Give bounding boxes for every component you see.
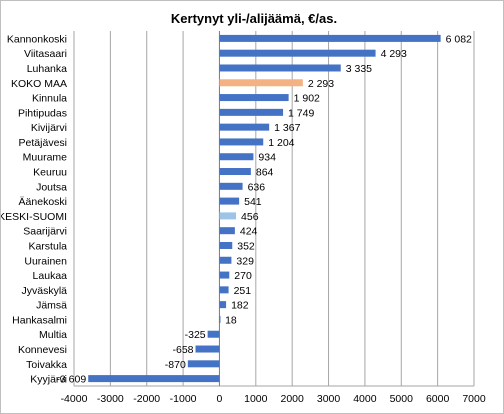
bar xyxy=(195,345,220,353)
value-label: 182 xyxy=(231,300,249,312)
bar xyxy=(219,315,221,323)
bar xyxy=(219,241,233,249)
category-labels: Kannonkoski Viitasaari Luhanka KOKO MAA Kinn… xyxy=(1,33,67,385)
value-label: 1 367 xyxy=(274,122,300,134)
category-label: Muurame xyxy=(23,152,68,164)
value-label: 1 749 xyxy=(288,107,314,119)
chart-title: Kertynyt yli-/alijäämä, €/as. xyxy=(171,11,337,26)
bar xyxy=(219,212,237,220)
bar xyxy=(219,271,230,279)
value-label: 2 293 xyxy=(308,78,334,90)
category-label: Kannonkoski xyxy=(7,33,67,45)
category-label: Jämsä xyxy=(36,300,67,312)
bar xyxy=(219,138,264,146)
bar xyxy=(219,301,227,309)
category-label: Kivijärvi xyxy=(31,122,67,134)
bar xyxy=(219,182,243,190)
x-tick-label: 1000 xyxy=(244,393,268,405)
x-tick-label: 2000 xyxy=(281,393,305,405)
value-labels: 6 082 4 293 3 335 2 293 1 902 1 749 1 367 1 204… xyxy=(56,33,472,385)
value-label: 251 xyxy=(234,285,252,297)
gridlines xyxy=(73,31,475,387)
category-label: Petäjävesi xyxy=(19,137,67,149)
x-tick-label: -2000 xyxy=(133,393,160,405)
bar xyxy=(88,375,220,383)
category-label: Uurainen xyxy=(24,255,67,267)
bar xyxy=(187,360,220,368)
x-axis-ticks: -4000 -3000 -2000 -1000 0 1000 2000 3000 4000 500… xyxy=(61,393,486,405)
value-label: -325 xyxy=(185,329,206,341)
x-tick-label: 6000 xyxy=(426,393,450,405)
value-label: 424 xyxy=(240,226,258,238)
value-label: 4 293 xyxy=(381,48,407,60)
bar xyxy=(219,123,270,131)
category-label: Konnevesi xyxy=(18,344,67,356)
category-label: Toivakka xyxy=(26,359,67,371)
bar xyxy=(219,34,441,42)
bar xyxy=(219,168,251,176)
value-label: 3 335 xyxy=(346,63,372,75)
x-tick-label: 3000 xyxy=(317,393,341,405)
category-label: Luhanka xyxy=(27,63,67,75)
value-label: 456 xyxy=(241,211,259,223)
category-label: Äänekoski xyxy=(19,196,67,208)
bar xyxy=(219,64,341,72)
value-label: 18 xyxy=(225,314,237,326)
bar xyxy=(219,227,235,235)
value-label: 636 xyxy=(248,181,266,193)
x-tick-label: -3000 xyxy=(97,393,124,405)
category-label: Viitasaari xyxy=(24,48,67,60)
value-label: 864 xyxy=(256,167,274,179)
bar xyxy=(219,49,376,57)
bar xyxy=(219,153,254,161)
bar xyxy=(219,94,289,102)
x-tick-label: 7000 xyxy=(462,393,486,405)
category-label: Hankasalmi xyxy=(12,314,67,326)
value-label: 329 xyxy=(236,255,254,267)
x-tick-label: 5000 xyxy=(390,393,414,405)
value-label: 934 xyxy=(258,152,276,164)
value-label: 6 082 xyxy=(446,33,472,45)
category-label: Jyväskylä xyxy=(21,285,67,297)
value-label: -3 609 xyxy=(56,374,86,386)
value-label: 352 xyxy=(237,240,255,252)
bars xyxy=(88,34,441,383)
category-label: Kinnula xyxy=(32,93,67,105)
bar xyxy=(219,79,303,87)
value-label: -870 xyxy=(165,359,186,371)
bar xyxy=(207,330,220,338)
category-label: Saarijärvi xyxy=(23,226,67,238)
category-label: Keuruu xyxy=(33,167,67,179)
category-label: KESKI-SUOMI xyxy=(1,211,67,223)
value-label: 1 204 xyxy=(268,137,294,149)
category-label: Karstula xyxy=(28,240,67,252)
category-label: Pihtipudas xyxy=(18,107,67,119)
category-label: Joutsa xyxy=(36,181,67,193)
value-label: -658 xyxy=(173,344,194,356)
value-label: 1 902 xyxy=(294,93,320,105)
category-label: Kyyjärvi xyxy=(30,374,67,386)
category-label: Multia xyxy=(39,329,67,341)
x-tick-label: 0 xyxy=(217,393,223,405)
category-label: KOKO MAA xyxy=(11,78,67,90)
value-label: 541 xyxy=(244,196,262,208)
bar xyxy=(219,197,240,205)
bar xyxy=(219,108,284,116)
bar xyxy=(219,256,232,264)
value-label: 270 xyxy=(234,270,252,282)
x-tick-label: 4000 xyxy=(353,393,377,405)
bar xyxy=(219,286,229,294)
category-label: Laukaa xyxy=(33,270,68,282)
x-tick-label: -4000 xyxy=(61,393,88,405)
x-tick-label: -1000 xyxy=(170,393,197,405)
